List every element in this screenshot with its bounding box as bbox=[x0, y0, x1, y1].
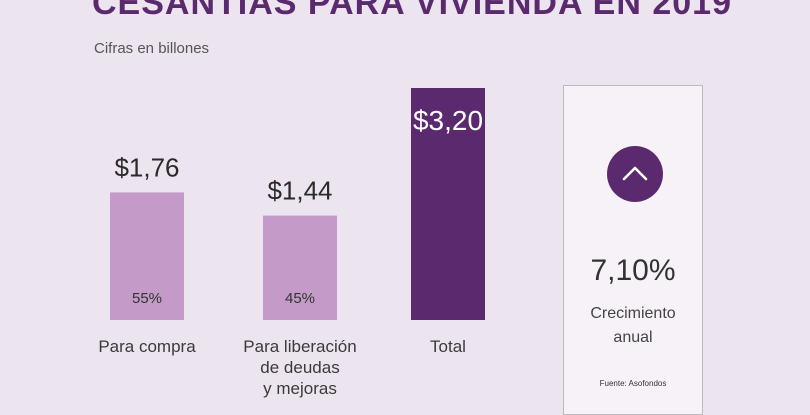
chart-title: CESANTÍAS PARA VIVIENDA EN 2019 bbox=[92, 0, 732, 22]
bar-value-label: $1,76 bbox=[114, 152, 179, 182]
bar bbox=[411, 88, 485, 320]
growth-card: 7,10% Crecimiento anual Fuente: Asofondo… bbox=[563, 85, 703, 415]
bar bbox=[110, 192, 184, 320]
category-label: y mejoras bbox=[263, 379, 337, 398]
bar-value-label: $1,44 bbox=[267, 176, 332, 206]
chart-subtitle: Cifras en billones bbox=[94, 40, 210, 57]
category-label: Total bbox=[430, 337, 466, 356]
growth-value: 7,10% bbox=[590, 254, 676, 287]
bar bbox=[263, 215, 337, 320]
growth-label-line2: anual bbox=[613, 329, 653, 346]
category-label: Para compra bbox=[98, 337, 196, 356]
bar-share-label: 55% bbox=[132, 290, 162, 307]
bar-chart: $1,76 55% Para compra $1,44 45% Para liberaci… bbox=[98, 88, 485, 398]
chevron-up-icon bbox=[607, 146, 663, 202]
growth-label-line1: Crecimiento bbox=[590, 305, 676, 322]
source-note: Fuente: Asofondos bbox=[599, 379, 667, 388]
bar-value-label: $3,20 bbox=[413, 105, 483, 136]
category-label: de deudas bbox=[260, 358, 339, 377]
category-label: Para liberación bbox=[243, 337, 356, 356]
growth-label: Crecimiento anual bbox=[564, 302, 702, 350]
bar-share-label: 45% bbox=[285, 290, 315, 307]
